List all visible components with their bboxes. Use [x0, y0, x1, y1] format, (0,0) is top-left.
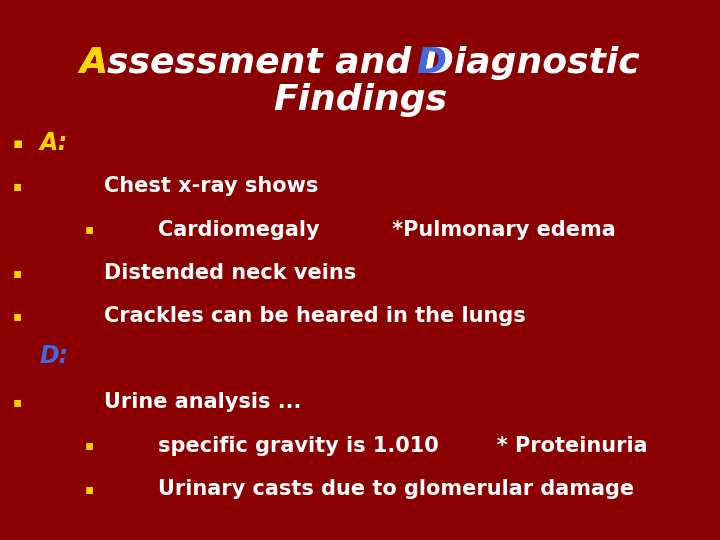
Text: D: D: [416, 46, 446, 80]
Text: A:: A:: [40, 131, 68, 155]
Text: Chest x-ray shows: Chest x-ray shows: [104, 176, 319, 197]
Text: Assessment and Diagnostic: Assessment and Diagnostic: [80, 46, 640, 80]
Text: ▪: ▪: [13, 179, 22, 193]
Text: Crackles can be heared in the lungs: Crackles can be heared in the lungs: [104, 306, 526, 326]
Text: Cardiomegaly          *Pulmonary edema: Cardiomegaly *Pulmonary edema: [158, 219, 616, 240]
Text: Findings: Findings: [273, 83, 447, 117]
Text: ▪: ▪: [85, 222, 94, 237]
Text: ▪: ▪: [85, 482, 94, 496]
Text: Urine analysis ...: Urine analysis ...: [104, 392, 302, 413]
Text: ▪: ▪: [85, 438, 94, 453]
Text: D:: D:: [40, 345, 68, 368]
Text: ▪: ▪: [13, 136, 23, 151]
Text: Distended neck veins: Distended neck veins: [104, 262, 356, 283]
Text: A: A: [80, 46, 108, 80]
Text: ▪: ▪: [13, 395, 22, 409]
Text: specific gravity is 1.010        * Proteinuria: specific gravity is 1.010 * Proteinuria: [158, 435, 648, 456]
Text: ▪: ▪: [13, 309, 22, 323]
Text: ▪: ▪: [13, 266, 22, 280]
Text: Urinary casts due to glomerular damage: Urinary casts due to glomerular damage: [158, 478, 634, 499]
